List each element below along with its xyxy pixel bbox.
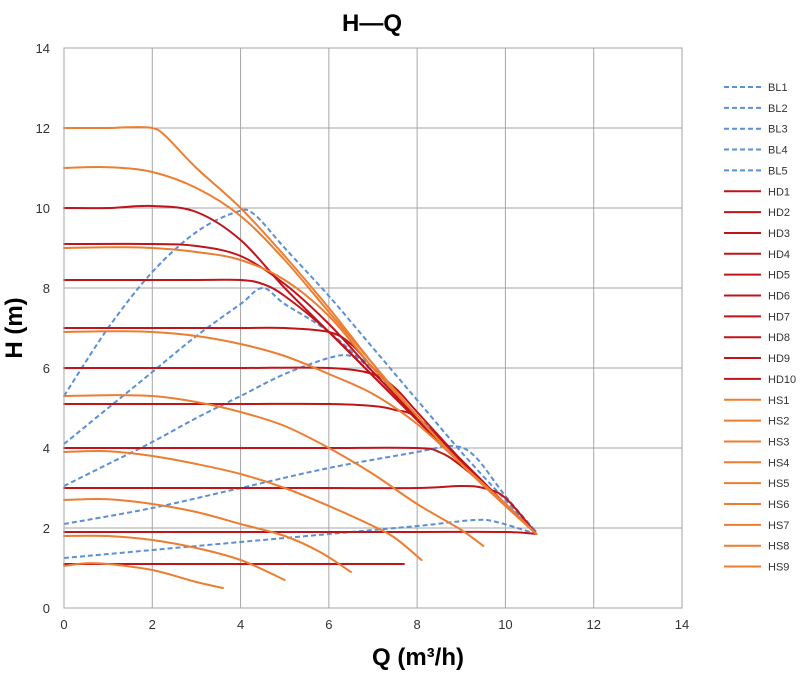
- series-line-hd3: [63, 278, 538, 535]
- x-tick-label: 6: [325, 617, 332, 632]
- legend-label-hd4: HD4: [768, 249, 790, 261]
- legend-label-hd3: HD3: [768, 228, 790, 240]
- y-tick-label: 14: [36, 41, 50, 56]
- legend-label-hd2: HD2: [768, 207, 790, 219]
- legend-label-bl5: BL5: [768, 165, 788, 177]
- legend-label-hs9: HS9: [768, 562, 789, 574]
- series-line-hs6: [63, 450, 423, 561]
- series-lines: [63, 126, 538, 589]
- y-tick-label: 0: [43, 601, 50, 616]
- x-tick-label: 14: [675, 617, 689, 632]
- legend-label-bl2: BL2: [768, 103, 788, 115]
- legend-label-hs1: HS1: [768, 395, 789, 407]
- series-line-bl4: [63, 444, 538, 533]
- series-line-hs7: [63, 498, 352, 573]
- series-line-hd2: [63, 242, 538, 535]
- y-tick-label: 6: [43, 361, 50, 376]
- series-line-hd9: [63, 530, 538, 535]
- series-line-bl1: [63, 208, 538, 533]
- y-tick-label: 10: [36, 201, 50, 216]
- legend-label-bl1: BL1: [768, 82, 788, 94]
- legend-label-hs6: HS6: [768, 499, 789, 511]
- plot-area-frame: [63, 47, 683, 609]
- series-line-hd5: [63, 366, 538, 535]
- legend-label-hd7: HD7: [768, 311, 790, 323]
- legend-label-hd5: HD5: [768, 270, 790, 282]
- legend-label-hs5: HS5: [768, 478, 789, 490]
- legend-label-hd8: HD8: [768, 332, 790, 344]
- legend-label-hd1: HD1: [768, 186, 790, 198]
- chart-title: H—Q: [342, 10, 402, 37]
- series-line-hs3: [63, 246, 538, 535]
- series-line-hd4: [63, 326, 538, 535]
- legend-label-hd9: HD9: [768, 353, 790, 365]
- y-tick-label: 2: [43, 521, 50, 536]
- tick-labels: 0 2 4 6 8 10 12 14 0 2 4 6 8 10 12 14: [36, 41, 690, 632]
- y-tick-label: 4: [43, 441, 50, 456]
- legend-label-hs8: HS8: [768, 541, 789, 553]
- series-line-bl3: [63, 354, 537, 533]
- legend-label-bl3: BL3: [768, 124, 788, 136]
- series-line-bl2: [63, 287, 537, 533]
- series-line-hs4: [63, 330, 538, 535]
- series-line-hs8: [63, 534, 286, 581]
- series-line-hs9: [63, 562, 224, 589]
- legend-label-hd6: HD6: [768, 291, 790, 303]
- legend-label-hs4: HS4: [768, 457, 789, 469]
- x-tick-label: 8: [414, 617, 421, 632]
- x-tick-label: 10: [498, 617, 512, 632]
- legend-label-hs3: HS3: [768, 436, 789, 448]
- series-line-hs5: [63, 394, 485, 547]
- y-tick-label: 12: [36, 121, 50, 136]
- x-tick-label: 2: [149, 617, 156, 632]
- legend-label-hs2: HS2: [768, 416, 789, 428]
- y-axis-label: H (m): [1, 297, 28, 358]
- legend-label-hd10: HD10: [768, 374, 796, 386]
- series-line-hd1: [63, 204, 538, 535]
- x-tick-label: 12: [586, 617, 600, 632]
- legend-label-bl4: BL4: [768, 145, 788, 157]
- y-tick-label: 8: [43, 281, 50, 296]
- x-tick-label: 0: [60, 617, 67, 632]
- legend-label-hs7: HS7: [768, 520, 789, 532]
- x-axis-label: Q (m³/h): [372, 644, 464, 671]
- series-line-hs2: [63, 166, 538, 535]
- x-tick-label: 4: [237, 617, 244, 632]
- series-line-hd6: [63, 402, 538, 535]
- legend: BL1 BL2 BL3 BL4 BL5 HD1 HD2 HD3 HD4 HD5 HD6 HD7 HD8 H…: [724, 82, 796, 574]
